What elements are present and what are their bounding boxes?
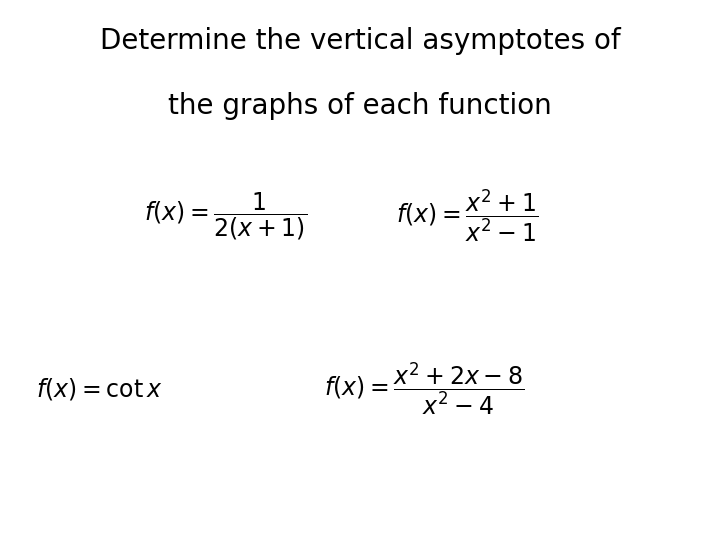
Text: $f(x)=\cot x$: $f(x)=\cot x$ [36, 376, 163, 402]
Text: $f(x)=\dfrac{x^2+1}{x^2-1}$: $f(x)=\dfrac{x^2+1}{x^2-1}$ [396, 187, 538, 245]
Text: Determine the vertical asymptotes of: Determine the vertical asymptotes of [99, 27, 621, 55]
Text: $f(x)=\dfrac{x^2+2x-8}{x^2-4}$: $f(x)=\dfrac{x^2+2x-8}{x^2-4}$ [324, 360, 524, 417]
Text: the graphs of each function: the graphs of each function [168, 92, 552, 120]
Text: $f(x)=\dfrac{1}{2(x+1)}$: $f(x)=\dfrac{1}{2(x+1)}$ [144, 190, 307, 242]
